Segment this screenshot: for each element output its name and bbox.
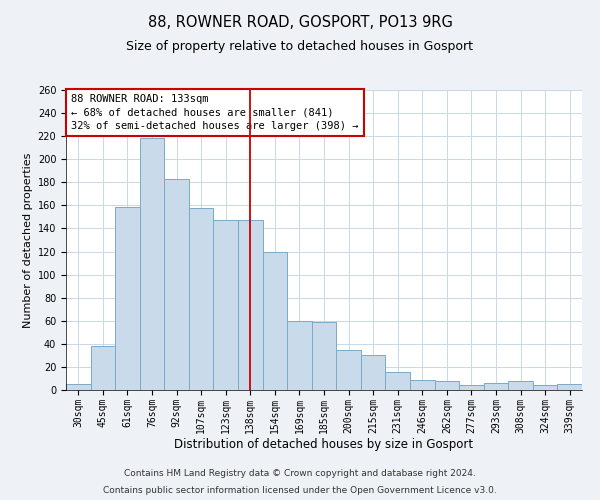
Bar: [410, 380, 434, 390]
Bar: [533, 386, 557, 390]
Bar: [115, 206, 140, 390]
Bar: [189, 208, 214, 390]
Bar: [434, 381, 459, 390]
Bar: [140, 138, 164, 390]
Text: Size of property relative to detached houses in Gosport: Size of property relative to detached ho…: [127, 40, 473, 53]
Bar: [459, 386, 484, 390]
Bar: [484, 383, 508, 390]
Bar: [214, 220, 238, 390]
Bar: [66, 384, 91, 390]
Bar: [557, 384, 582, 390]
Text: Contains public sector information licensed under the Open Government Licence v3: Contains public sector information licen…: [103, 486, 497, 495]
Text: 88 ROWNER ROAD: 133sqm
← 68% of detached houses are smaller (841)
32% of semi-de: 88 ROWNER ROAD: 133sqm ← 68% of detached…: [71, 94, 359, 131]
Bar: [263, 252, 287, 390]
Bar: [164, 179, 189, 390]
Bar: [91, 346, 115, 390]
Bar: [361, 356, 385, 390]
Bar: [238, 220, 263, 390]
Bar: [385, 372, 410, 390]
Text: Contains HM Land Registry data © Crown copyright and database right 2024.: Contains HM Land Registry data © Crown c…: [124, 468, 476, 477]
Bar: [312, 322, 336, 390]
Bar: [508, 381, 533, 390]
Bar: [336, 350, 361, 390]
Bar: [287, 321, 312, 390]
Text: 88, ROWNER ROAD, GOSPORT, PO13 9RG: 88, ROWNER ROAD, GOSPORT, PO13 9RG: [148, 15, 452, 30]
Y-axis label: Number of detached properties: Number of detached properties: [23, 152, 34, 328]
X-axis label: Distribution of detached houses by size in Gosport: Distribution of detached houses by size …: [175, 438, 473, 452]
